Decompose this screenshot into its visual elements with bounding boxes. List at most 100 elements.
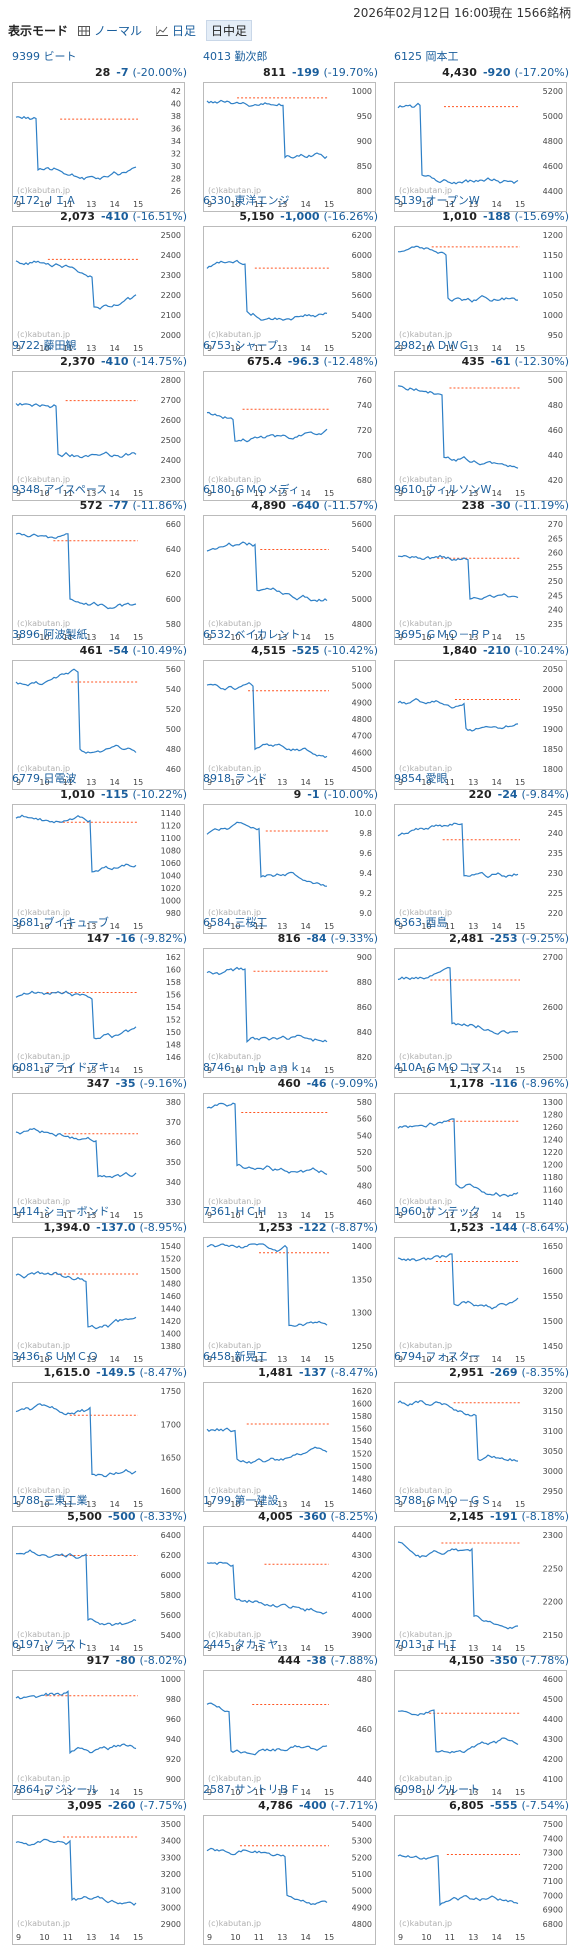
intraday-chart[interactable]: (c)kabutan.jp 4600 4500 4400 4300 4200 4100 9 10… — [394, 1670, 567, 1801]
stock-title[interactable]: 4013 勤次郎 — [203, 48, 268, 64]
stock-title[interactable]: 8918 ランド — [203, 770, 268, 786]
stock-name[interactable]: ｕｎｂａｎｋ — [234, 1060, 301, 1074]
stock-title[interactable]: 1799 第一建設 — [203, 1492, 279, 1508]
stock-name[interactable]: 愛眼 — [425, 772, 448, 785]
stock-name[interactable]: ＡＤＷＧ — [425, 338, 470, 352]
stock-code[interactable]: 6779 — [12, 772, 40, 785]
intraday-chart[interactable]: (c)kabutan.jp 2800 2700 2600 2500 2400 2300 9 10… — [12, 370, 185, 501]
stock-name[interactable]: ショーボンド — [43, 1205, 110, 1219]
stock-code[interactable]: 6197 — [12, 1638, 40, 1652]
stock-name[interactable]: タカミヤ — [234, 1638, 279, 1652]
stock-code[interactable]: 410A — [394, 1060, 423, 1074]
intraday-chart[interactable]: (c)kabutan.jp 6400 6200 6000 5800 5600 5400 9 10… — [12, 1526, 185, 1656]
stock-code[interactable]: 7172 — [12, 194, 40, 208]
intraday-chart[interactable]: (c)kabutan.jp 2700 2600 2500 9 10 11 13 14 15 — [394, 948, 567, 1079]
stock-code[interactable]: 6363 — [394, 916, 422, 930]
stock-title[interactable]: 9854 愛眼 — [394, 770, 448, 786]
intraday-chart[interactable]: (c)kabutan.jp 1140 1120 1100 1080 1060 1040 102… — [12, 804, 185, 934]
stock-name[interactable]: ＪＩＡ — [43, 194, 77, 208]
stock-title[interactable]: 7172 ＪＩＡ — [12, 192, 77, 208]
stock-title[interactable]: 6794 フォスター — [394, 1348, 481, 1364]
stock-name[interactable]: 酉島 — [425, 916, 448, 930]
stock-name[interactable]: フォスター — [425, 1349, 481, 1363]
stock-code[interactable]: 6180 — [203, 483, 231, 497]
stock-title[interactable]: 6458 新晃工 — [203, 1348, 268, 1364]
stock-title[interactable]: 6532 ベイカレント — [203, 626, 301, 642]
stock-code[interactable]: 9722 — [12, 338, 40, 352]
stock-title[interactable]: 3436 ＳＵＭＣＯ — [12, 1348, 99, 1364]
stock-name[interactable]: シャープ — [234, 338, 278, 352]
intraday-chart[interactable]: (c)kabutan.jp 3500 3400 3300 3200 3100 3000 290… — [12, 1814, 185, 1945]
stock-name[interactable]: 三東工業 — [43, 1494, 88, 1507]
stock-code[interactable]: 2982 — [394, 338, 422, 352]
stock-code[interactable]: 7864 — [12, 1782, 40, 1796]
intraday-chart[interactable]: (c)kabutan.jp 6200 6000 5800 5600 5400 5200 9 10… — [203, 226, 376, 357]
intraday-chart[interactable]: (c)kabutan.jp 245 240 235 230 225 220 9 10 11 13 14… — [394, 804, 567, 934]
intraday-chart[interactable]: (c)kabutan.jp 580 560 540 520 500 480 460 9 10 11 1… — [203, 1092, 376, 1223]
stock-code[interactable]: 8918 — [203, 772, 231, 785]
stock-code[interactable]: 9610 — [394, 483, 422, 497]
stock-title[interactable]: 1788 三東工業 — [12, 1492, 88, 1508]
stock-code[interactable]: 1799 — [203, 1494, 231, 1507]
stock-name[interactable]: ＧＭＯ－ＧＳ — [425, 1494, 492, 1507]
stock-name[interactable]: サンテック — [425, 1205, 481, 1219]
stock-code[interactable]: 6532 — [203, 627, 231, 641]
stock-name[interactable]: 日電波 — [43, 772, 77, 785]
intraday-chart[interactable]: (c)kabutan.jp 162 160 158 156 154 152 150 148 146… — [12, 948, 185, 1079]
intraday-chart[interactable]: (c)kabutan.jp 2500 2400 2300 2200 2100 2000 9 10… — [12, 226, 185, 357]
stock-title[interactable]: 9722 藤田観 — [12, 337, 77, 353]
stock-code[interactable]: 3695 — [394, 627, 422, 641]
stock-name[interactable]: オープンW — [425, 194, 480, 208]
stock-code[interactable]: 6458 — [203, 1349, 231, 1363]
stock-code[interactable]: 6794 — [394, 1349, 422, 1363]
stock-title[interactable]: 6753 シャープ — [203, 337, 278, 353]
stock-name[interactable]: 新晃工 — [234, 1349, 268, 1363]
stock-code[interactable]: 9399 — [12, 50, 40, 63]
intraday-chart[interactable]: (c)kabutan.jp 560 540 520 500 480 460 9 10 11 13 14… — [12, 659, 185, 790]
stock-code[interactable]: 1960 — [394, 1205, 422, 1219]
stock-name[interactable]: サントリＢＦ — [234, 1782, 301, 1796]
stock-name[interactable]: 勤次郎 — [234, 50, 268, 63]
intraday-chart[interactable]: (c)kabutan.jp 1400 1350 1300 1250 9 10 11 13 14 15 — [203, 1237, 376, 1368]
intraday-chart[interactable]: (c)kabutan.jp 5400 5300 5200 5100 5000 4900 480… — [203, 1814, 376, 1945]
stock-name[interactable]: 阿波製紙 — [43, 627, 88, 641]
stock-title[interactable]: 3695 ＧＭＯ－ＰＰ — [394, 626, 492, 642]
stock-code[interactable]: 6584 — [203, 916, 231, 930]
stock-name[interactable]: 岡本工 — [425, 50, 459, 63]
stock-code[interactable]: 4013 — [203, 50, 231, 63]
stock-title[interactable]: 6180 ＧＭＯメディ — [203, 481, 300, 497]
intraday-chart[interactable]: (c)kabutan.jp 1200 1150 1100 1050 1000 950 9 10 1… — [394, 226, 567, 357]
stock-title[interactable]: 3788 ＧＭＯ－ＧＳ — [394, 1492, 492, 1508]
stock-name[interactable]: 三桜工 — [234, 916, 268, 930]
intraday-chart[interactable]: (c)kabutan.jp 5100 5000 4900 4800 4700 4600 450… — [203, 659, 376, 790]
intraday-chart[interactable]: (c)kabutan.jp 1750 1700 1650 1600 9 10 11 13 14 15 — [12, 1381, 185, 1512]
stock-code[interactable]: 6330 — [203, 194, 231, 208]
stock-name[interactable]: アライドアキ — [43, 1060, 110, 1074]
stock-name[interactable]: ビート — [43, 50, 77, 63]
stock-name[interactable]: ＧＭＯコマス — [426, 1060, 493, 1074]
stock-title[interactable]: 6363 酉島 — [394, 914, 448, 930]
stock-name[interactable]: ベイカレント — [234, 627, 301, 641]
stock-title[interactable]: 2982 ＡＤＷＧ — [394, 337, 470, 353]
stock-code[interactable]: 3436 — [12, 1349, 40, 1363]
intraday-chart[interactable]: (c)kabutan.jp 5600 5400 5200 5000 4800 9 10 11 13… — [203, 515, 376, 646]
intraday-chart[interactable]: (c)kabutan.jp 2300 2250 2200 2150 9 10 11 13 14 15 — [394, 1526, 567, 1656]
intraday-chart[interactable]: (c)kabutan.jp 660 640 620 600 580 9 10 11 13 14 15 — [12, 515, 185, 646]
stock-name[interactable]: ＧＭＯ－ＰＰ — [425, 627, 492, 641]
stock-code[interactable]: 7013 — [394, 1638, 422, 1652]
stock-title[interactable]: 2445 タカミヤ — [203, 1636, 279, 1652]
intraday-chart[interactable]: (c)kabutan.jp 5200 5000 4800 4600 4400 9 10 11 13… — [394, 82, 567, 212]
stock-name[interactable]: アイスペース — [43, 483, 108, 497]
stock-code[interactable]: 9348 — [12, 483, 40, 497]
stock-title[interactable]: 7864 フジシール — [12, 1781, 99, 1797]
stock-code[interactable]: 2587 — [203, 1782, 231, 1796]
stock-name[interactable]: 第一建設 — [234, 1494, 279, 1507]
mode-intraday-button[interactable]: 日中足 — [206, 20, 253, 41]
stock-code[interactable]: 2445 — [203, 1638, 231, 1652]
stock-title[interactable]: 9399 ビート — [12, 48, 77, 64]
intraday-chart[interactable]: (c)kabutan.jp 1000 980 960 940 920 900 9 10 11 13 1… — [12, 1670, 185, 1801]
stock-title[interactable]: 6197 ソラスト — [12, 1636, 87, 1652]
stock-code[interactable]: 3681 — [12, 916, 40, 930]
stock-name[interactable]: 藤田観 — [43, 338, 77, 352]
stock-name[interactable]: ランド — [234, 772, 268, 785]
